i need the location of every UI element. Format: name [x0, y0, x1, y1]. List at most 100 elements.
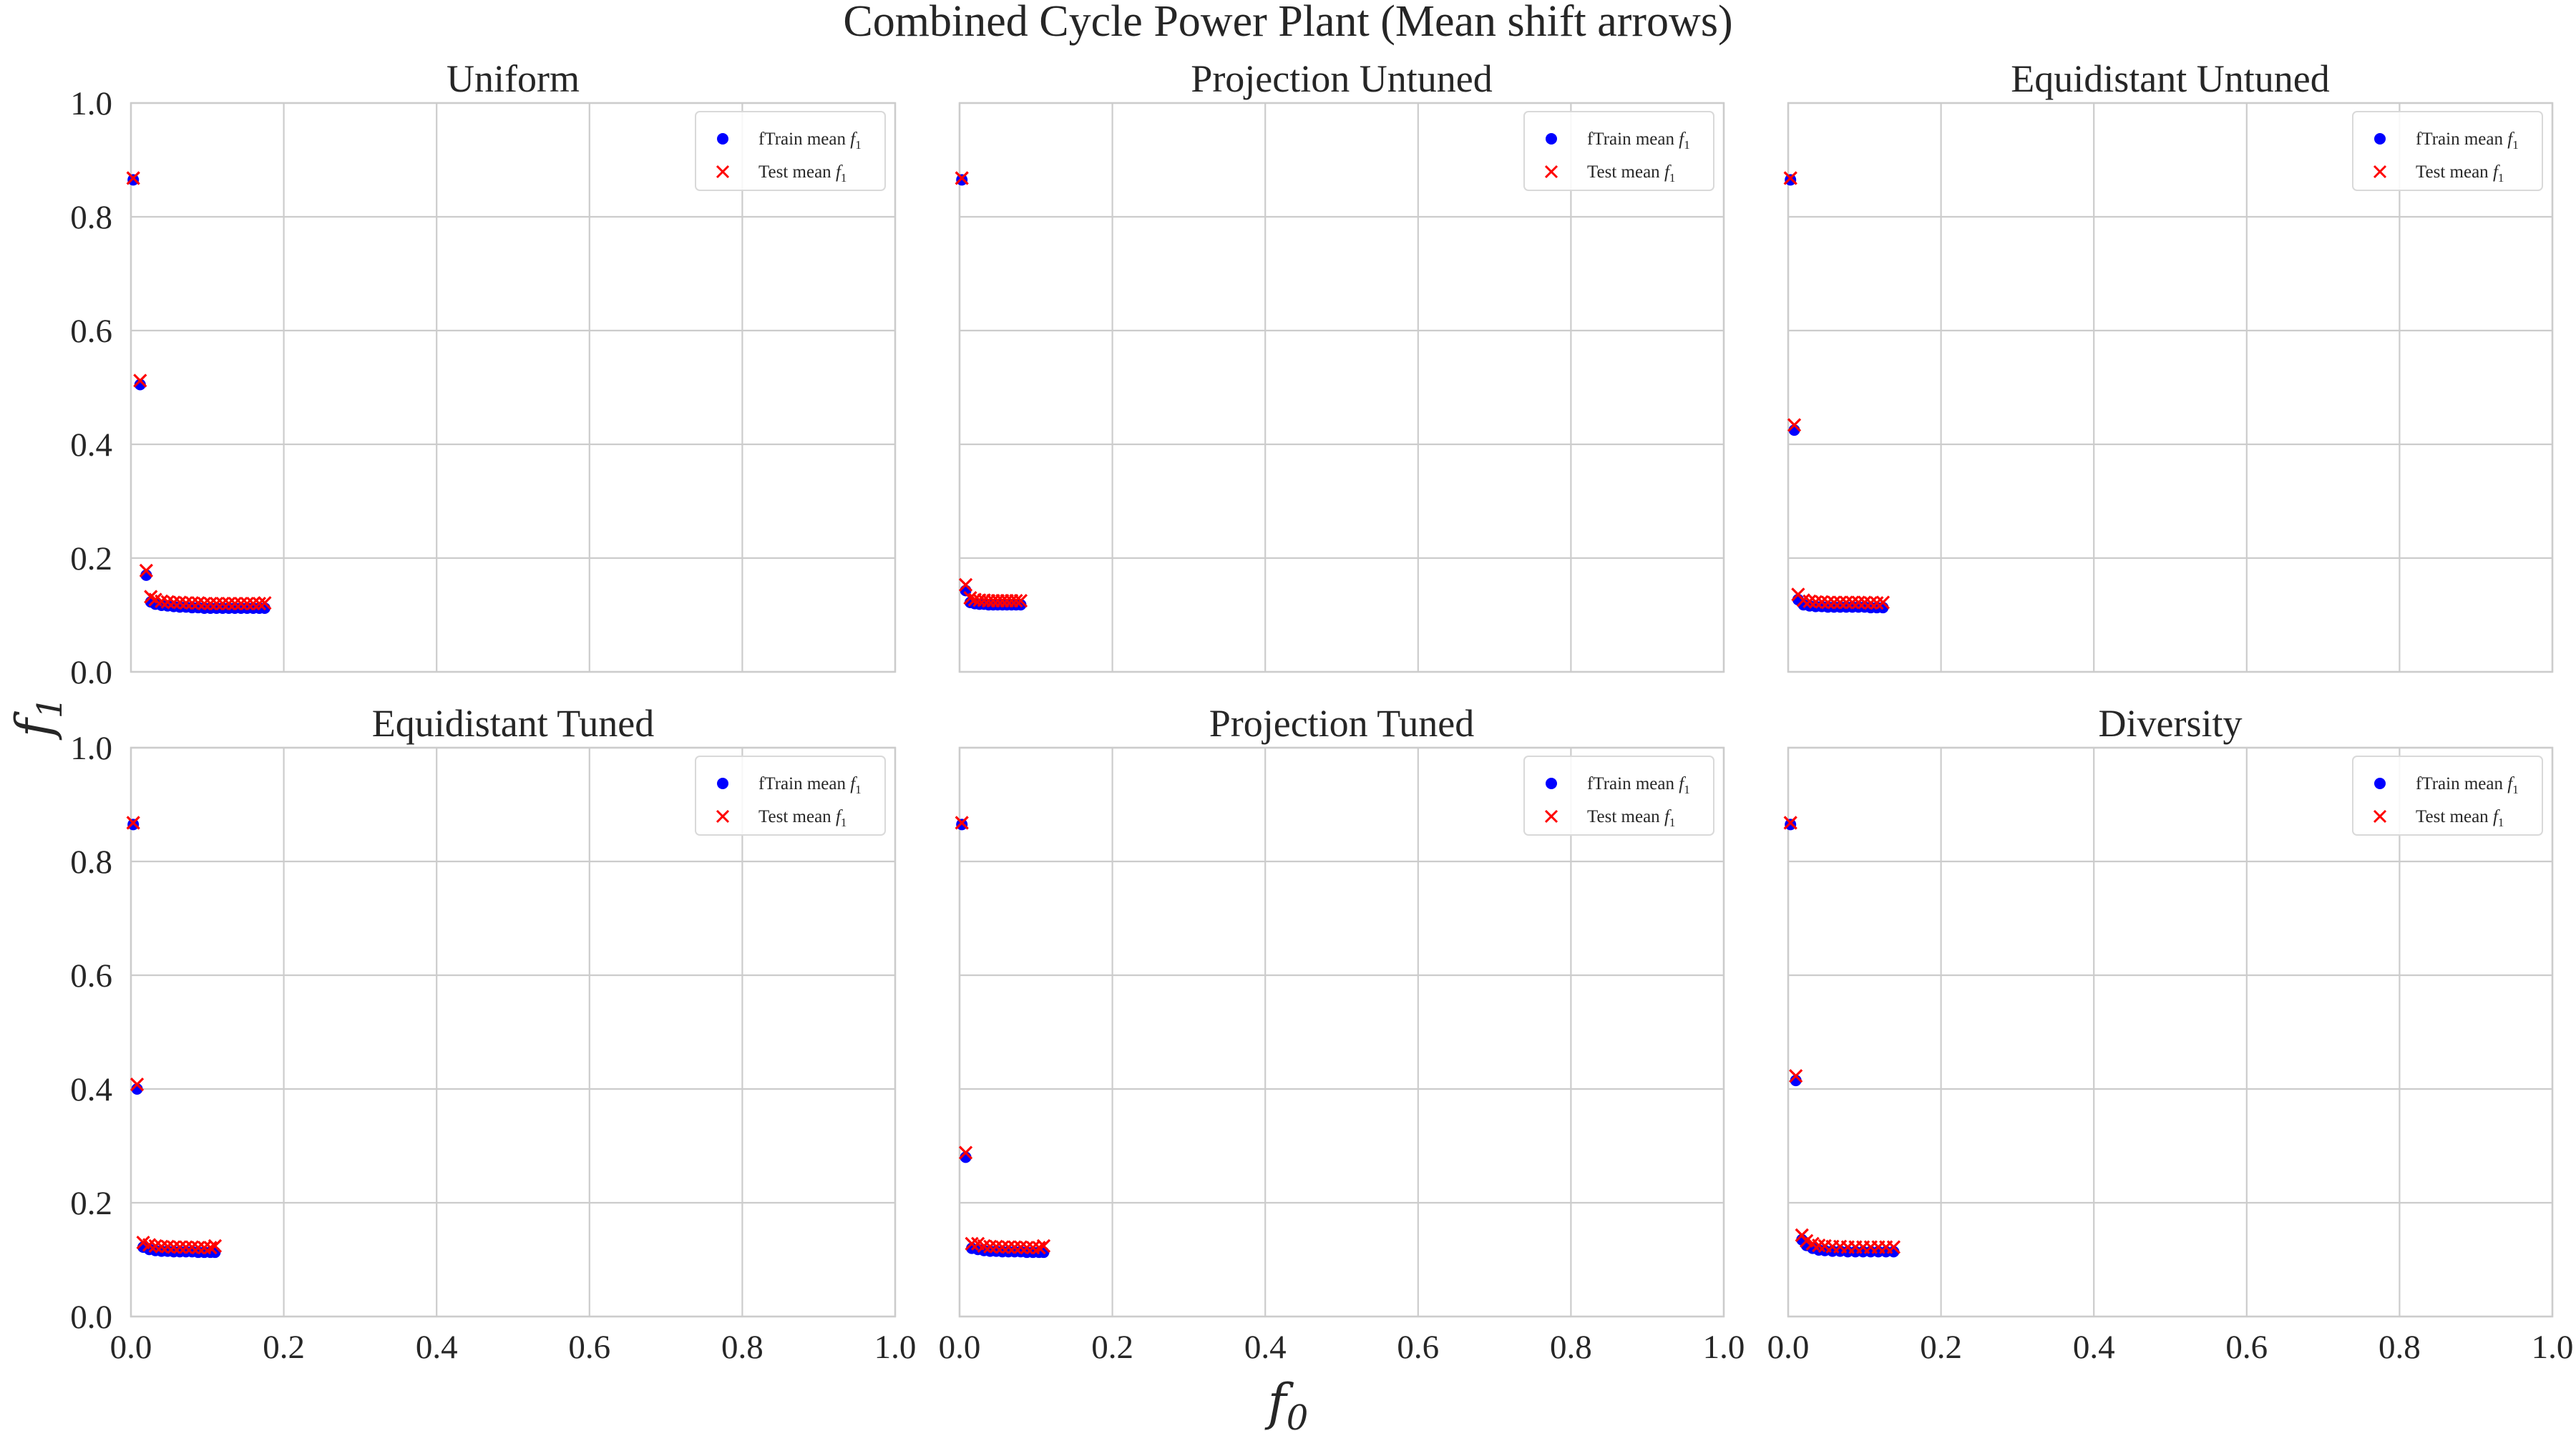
test-mean-cross-stroke	[142, 1238, 157, 1252]
test-mean-cross-stroke	[130, 1078, 145, 1092]
legend-test-label-sub: 1	[2498, 171, 2504, 185]
legend-train-marker	[1546, 133, 1557, 145]
legend-box	[2352, 111, 2543, 191]
legend-train-label-var: f	[850, 774, 857, 793]
test-mean-point	[203, 1241, 218, 1255]
legend-train-marker	[1546, 778, 1557, 789]
train-mean-point	[956, 174, 968, 186]
test-mean-cross-stroke	[977, 1239, 991, 1254]
test-mean-point	[133, 373, 147, 388]
legend-test-marker	[1544, 809, 1558, 824]
test-mean-cross-stroke	[1013, 593, 1028, 608]
x-tick-label: 0.8	[1550, 1329, 1592, 1366]
test-mean-cross-stroke	[1789, 1069, 1803, 1083]
test-mean-cross-stroke	[160, 595, 175, 609]
test-mean-cross-stroke	[983, 1239, 997, 1254]
test-mean-cross-stroke	[148, 1239, 162, 1254]
y-tick-label: 0.4	[70, 1071, 112, 1108]
y-tick-label: 0.0	[70, 1299, 112, 1336]
test-mean-cross-stroke	[258, 596, 272, 610]
test-mean-cross-stroke	[133, 373, 147, 388]
test-mean-point	[1845, 595, 1860, 610]
test-mean-cross-stroke	[995, 1240, 1010, 1254]
y-tick-label: 0.6	[70, 313, 112, 350]
test-mean-cross-stroke	[126, 171, 140, 185]
legend-train-label: fTrain mean f1	[758, 774, 862, 796]
legend-test-marker	[716, 165, 730, 179]
train-mean-point	[1785, 174, 1797, 186]
legend-test-label-var: f	[2493, 162, 2500, 182]
x-tick-label: 0.6	[568, 1329, 610, 1366]
test-mean-cross-stroke	[1009, 593, 1023, 608]
legend-test-label-var: f	[2493, 807, 2500, 826]
legend-train-label-sub: 1	[855, 783, 862, 796]
legend-train-label: fTrain mean f1	[758, 130, 862, 152]
subplot-title: Projection Tuned	[1209, 702, 1475, 745]
test-mean-cross-stroke	[1827, 595, 1841, 610]
axes-frame	[958, 746, 1725, 1318]
x-tick-label: 1.0	[2532, 1329, 2574, 1366]
legend-test-label-var: f	[836, 162, 843, 182]
test-mean-point	[179, 596, 193, 610]
legend-train-label-sub: 1	[1684, 783, 1690, 796]
legend-test-label: Test mean f1	[2416, 807, 2504, 829]
test-mean-point	[126, 816, 140, 830]
test-mean-cross-stroke	[209, 596, 224, 611]
test-mean-cross-stroke	[197, 1241, 212, 1255]
test-mean-cross-stroke	[208, 1239, 223, 1254]
y-tick-label: 1.0	[70, 730, 112, 767]
test-mean-cross-stroke	[234, 596, 248, 611]
axes-frame	[130, 102, 897, 673]
test-mean-point	[1032, 1241, 1046, 1255]
legend-train-label: fTrain mean f1	[1587, 130, 1690, 152]
x-tick-label: 0.4	[1244, 1329, 1287, 1366]
train-mean-point	[134, 378, 146, 391]
test-mean-cross-stroke	[191, 596, 205, 610]
legend-test-marker	[716, 809, 730, 824]
train-mean-point	[1785, 819, 1797, 831]
test-mean-cross-stroke	[1808, 595, 1823, 609]
x-tick-label: 0.8	[721, 1329, 763, 1366]
axes-frame	[958, 102, 1725, 673]
test-mean-point	[1783, 171, 1797, 185]
test-mean-cross-stroke	[1013, 1240, 1028, 1254]
legend: fTrain mean f1 Test mean f1	[1523, 111, 1714, 191]
test-mean-point	[228, 596, 242, 611]
test-mean-point	[958, 1146, 973, 1160]
plot-area	[1788, 103, 2552, 672]
axes-frame	[130, 746, 897, 1318]
x-tick-label: 0.0	[1767, 1329, 1810, 1366]
y-tick-label: 0.2	[70, 1185, 112, 1222]
test-mean-point	[1833, 595, 1848, 610]
test-mean-point	[1008, 1240, 1022, 1254]
test-mean-point	[1886, 1240, 1901, 1254]
test-mean-point	[179, 1240, 193, 1254]
legend: fTrain mean f1 Test mean f1	[2352, 756, 2543, 836]
test-mean-point	[130, 1078, 145, 1092]
y-tick-label: 0.2	[70, 540, 112, 577]
test-mean-cross-stroke	[148, 592, 162, 607]
test-mean-cross-stroke	[955, 816, 969, 830]
test-mean-point	[246, 596, 260, 611]
test-mean-point	[167, 1240, 181, 1254]
test-mean-cross-stroke	[252, 596, 267, 611]
test-mean-point	[958, 577, 973, 592]
y-axis-label-subscript: 1	[30, 697, 70, 719]
legend-test-marker	[2373, 809, 2387, 824]
test-mean-point	[185, 596, 200, 610]
test-mean-point	[155, 1239, 169, 1254]
test-mean-point	[955, 171, 969, 185]
x-tick-label: 0.2	[1091, 1329, 1133, 1366]
legend-train-marker	[2374, 133, 2386, 145]
test-mean-cross-stroke	[1851, 595, 1865, 610]
x-tick-label: 0.8	[2379, 1329, 2421, 1366]
legend-box	[695, 756, 886, 836]
subplot-title: Projection Untuned	[1191, 57, 1492, 100]
test-mean-point	[995, 1240, 1010, 1254]
legend-train-label-sub: 1	[855, 138, 862, 152]
test-mean-cross-stroke	[1820, 595, 1835, 610]
subplot-title: Uniform	[447, 57, 580, 100]
test-mean-point	[1808, 595, 1823, 609]
subplot: Projection Tuned 0.0 0.2 0.4 0.6 0.8 1.0 fTrain…	[939, 702, 1745, 1366]
